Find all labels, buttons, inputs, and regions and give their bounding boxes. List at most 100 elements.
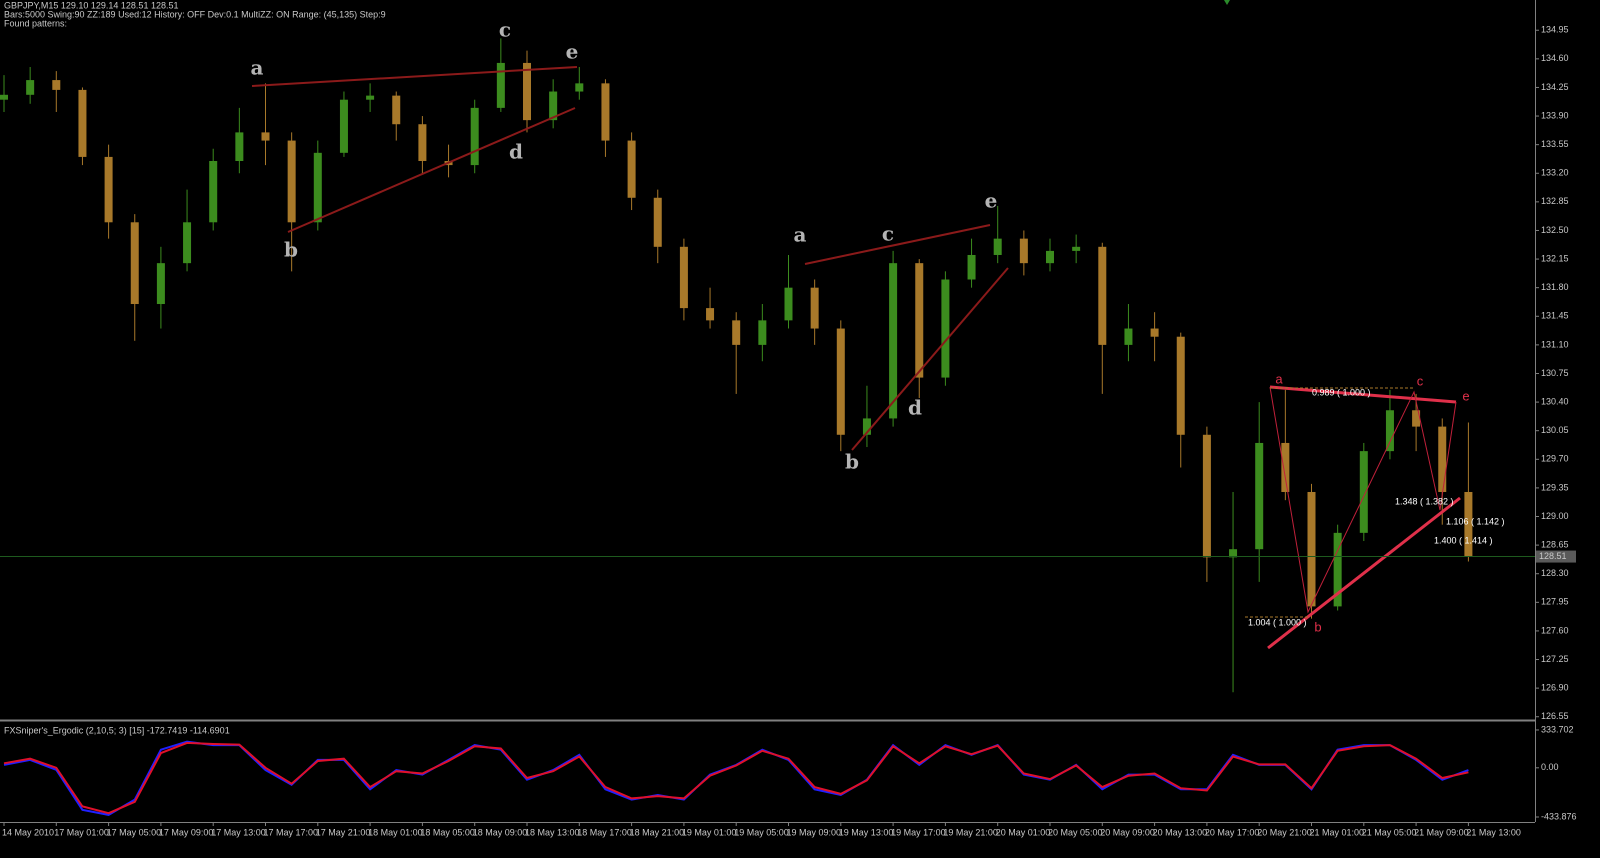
y-tick-label: 128.65 — [1541, 539, 1569, 549]
candle-body — [1046, 250, 1054, 264]
x-tick-label: 18 May 05:00 — [420, 827, 475, 837]
y-tick-label: 133.20 — [1541, 168, 1569, 178]
pattern-label: a — [794, 223, 807, 247]
y-tick-label: 127.25 — [1541, 654, 1569, 664]
candle-body — [1333, 532, 1342, 607]
candle-body — [287, 140, 296, 223]
marker — [1224, 0, 1230, 5]
candle-body — [26, 80, 35, 95]
y-tick-label: 134.60 — [1541, 53, 1569, 63]
candle-body — [810, 287, 819, 329]
y-tick-label: 126.55 — [1541, 711, 1569, 721]
candle-body — [993, 238, 1002, 255]
x-tick-label: 21 May 05:00 — [1362, 827, 1417, 837]
annotation: Found patterns: — [4, 18, 67, 28]
candle-body — [889, 263, 898, 419]
y-tick-label: 129.35 — [1541, 482, 1569, 492]
y-tick-label: 129.00 — [1541, 511, 1569, 521]
pattern-label: e — [1462, 388, 1469, 403]
ratio-label: 1.400 ( 1.414 ) — [1434, 535, 1493, 545]
chart-title: GBPJPY,M15 129.10 129.14 128.51 128.51 — [4, 0, 178, 10]
pattern-2: a b c d e — [794, 189, 1009, 474]
candle-body — [967, 254, 976, 280]
x-tick-label: 17 May 21:00 — [316, 827, 371, 837]
y-tick-label: 131.10 — [1541, 339, 1569, 349]
candle-body — [1464, 491, 1473, 557]
zigzag — [1269, 386, 1457, 614]
x-tick-label: 21 May 13:00 — [1466, 827, 1521, 837]
y-tick-label: 134.25 — [1541, 82, 1569, 92]
y-tick-label: 333.702 — [1541, 724, 1574, 734]
candle-body — [1281, 442, 1290, 492]
x-tick-label: 20 May 01:00 — [996, 827, 1051, 837]
ratio-label: 1.348 ( 1.382 ) — [1395, 496, 1454, 506]
y-tick-label: 132.15 — [1541, 253, 1569, 263]
candle-body — [1359, 451, 1368, 533]
pattern-label: b — [845, 450, 859, 474]
candle-body — [1098, 246, 1107, 345]
candle-body — [1019, 238, 1028, 264]
x-tick-label: 17 May 17:00 — [264, 827, 319, 837]
y-tick-label: 134.95 — [1541, 25, 1569, 35]
pattern-label: c — [1417, 373, 1424, 388]
candle-body — [156, 263, 165, 305]
candle-body — [366, 95, 375, 100]
candle-body — [862, 418, 871, 435]
trend-line — [1267, 496, 1461, 650]
candle-body — [732, 320, 741, 345]
x-tick-label: 18 May 17:00 — [577, 827, 632, 837]
candle-body — [104, 156, 113, 223]
candle-body — [1412, 410, 1421, 427]
pattern-label: d — [908, 396, 922, 420]
y-tick-label: 127.95 — [1541, 597, 1569, 607]
pattern-label: b — [1314, 619, 1321, 634]
candle-body — [235, 132, 244, 161]
candle-body — [679, 246, 688, 309]
y-tick-label: 133.90 — [1541, 110, 1569, 120]
indicator-title: FXSniper's_Ergodic (2,10,5; 3) [15] -172… — [4, 725, 230, 735]
y-tick-label: 133.55 — [1541, 139, 1569, 149]
candle-body — [52, 80, 61, 90]
candle-body — [209, 160, 218, 223]
x-tick-label: 17 May 09:00 — [159, 827, 214, 837]
chart-subtitle: Bars:5000 Swing:90 ZZ:189 Used:12 Histor… — [4, 9, 386, 19]
x-tick-label: 14 May 2010 — [2, 827, 54, 837]
candle-body — [575, 83, 584, 92]
trend-line — [251, 66, 578, 87]
candle-body — [1385, 410, 1394, 452]
pattern-label: b — [284, 238, 298, 262]
trend-line — [1269, 385, 1457, 404]
x-tick-label: 17 May 13:00 — [211, 827, 266, 837]
pattern-label: d — [509, 140, 523, 164]
pattern-label: a — [1275, 371, 1283, 386]
x-tick-label: 18 May 21:00 — [630, 827, 685, 837]
x-tick-label: 19 May 01:00 — [682, 827, 737, 837]
candle-body — [1307, 491, 1316, 607]
candle-body — [706, 308, 715, 321]
pattern-1: a b c d e — [251, 18, 579, 262]
x-tick-label: 19 May 13:00 — [839, 827, 894, 837]
candle-body — [183, 222, 192, 264]
ratio-label: 1.004 ( 1.000 ) — [1248, 617, 1307, 627]
trend-line — [851, 267, 1009, 451]
candle-body — [836, 328, 845, 435]
x-tick-label: 18 May 01:00 — [368, 827, 423, 837]
candle-body — [653, 197, 662, 247]
pattern-3: a b c e 0.989 ( 1.000 ) 1.348 ( 1.382 ) … — [1245, 371, 1505, 650]
y-tick-label: 131.80 — [1541, 282, 1569, 292]
y-tick-label: 130.75 — [1541, 368, 1569, 378]
last-price-label: 128.51 — [1539, 551, 1567, 561]
candle-body — [627, 140, 636, 198]
ratio-label: 0.989 ( 1.000 ) — [1312, 387, 1371, 397]
candle-body — [1255, 442, 1264, 550]
x-tick-label: 20 May 21:00 — [1257, 827, 1312, 837]
trend-line — [287, 107, 576, 233]
last-price-box — [1536, 550, 1576, 563]
pattern-label: c — [499, 18, 511, 42]
candle-body — [784, 287, 793, 321]
candle-body — [1150, 328, 1159, 337]
x-tick-label: 19 May 17:00 — [891, 827, 946, 837]
x-tick-label: 18 May 09:00 — [473, 827, 528, 837]
y-tick-label: 130.05 — [1541, 425, 1569, 435]
x-tick-label: 17 May 01:00 — [54, 827, 109, 837]
